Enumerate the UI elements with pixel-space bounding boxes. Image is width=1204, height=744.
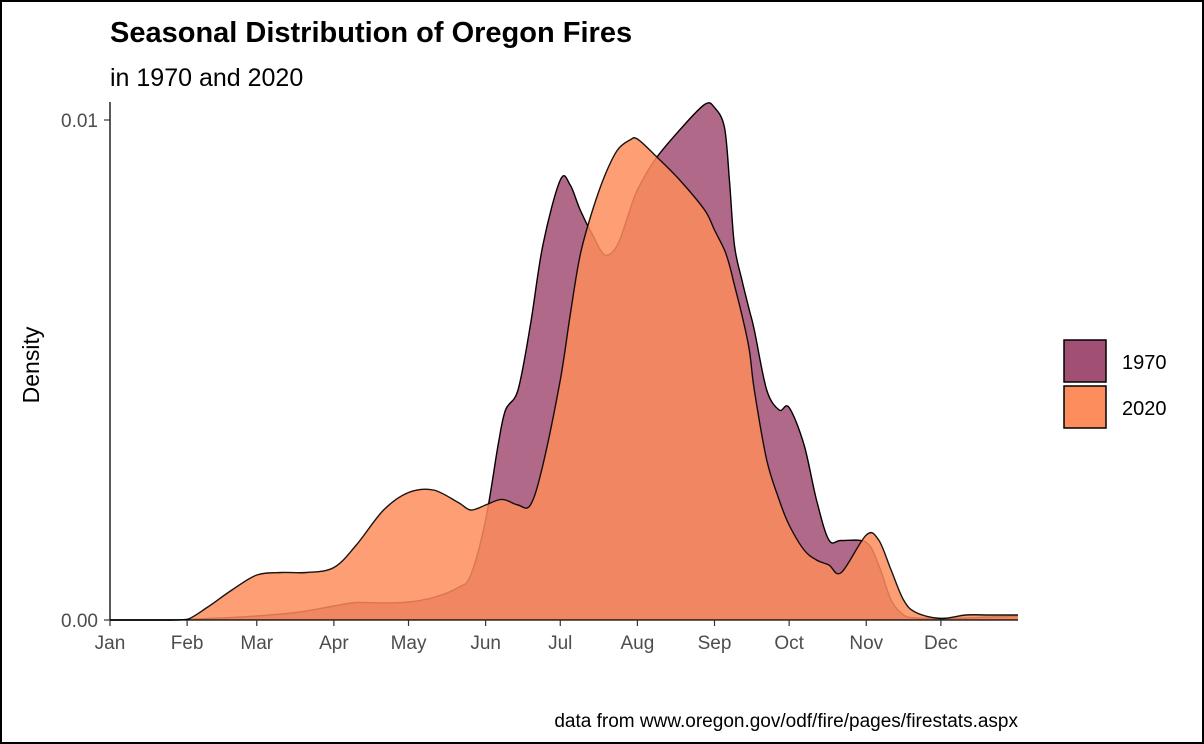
legend: 1970 2020 <box>1063 339 1167 429</box>
y-tick-label: 0.00 <box>61 611 98 632</box>
chart-caption: data from www.oregon.gov/odf/fire/pages/… <box>554 711 1018 732</box>
y-tick-label: 0.01 <box>61 111 98 132</box>
x-tick-label: May <box>391 633 427 654</box>
x-tick-label: Oct <box>774 633 804 654</box>
legend-swatch-2020 <box>1063 385 1107 429</box>
chart-subtitle: in 1970 and 2020 <box>110 64 303 92</box>
x-tick-label: Jun <box>470 633 501 654</box>
legend-swatch-1970 <box>1063 339 1107 383</box>
x-tick-label: Apr <box>319 633 349 654</box>
x-tick-label: Jan <box>95 633 126 654</box>
x-tick-label: Feb <box>171 633 204 654</box>
x-tick-label: Dec <box>924 633 958 654</box>
chart-title: Seasonal Distribution of Oregon Fires <box>110 17 632 49</box>
density-area-2020 <box>110 137 1018 621</box>
y-axis-title: Density <box>18 326 44 403</box>
plot-area <box>110 102 1019 621</box>
density-outline-2020 <box>110 137 1018 621</box>
legend-label-1970: 1970 <box>1122 352 1167 374</box>
x-tick-label: Nov <box>849 633 883 654</box>
legend-label-2020: 2020 <box>1122 398 1167 420</box>
x-axis-ticks: Jan Feb Mar Apr May Jun Jul Aug Sep Oct Nov Dec <box>95 620 958 654</box>
x-tick-label: Aug <box>620 633 654 654</box>
y-axis-ticks: 0.00 0.01 <box>61 111 110 632</box>
x-tick-label: Mar <box>240 633 273 654</box>
x-tick-label: Sep <box>698 633 732 654</box>
x-tick-label: Jul <box>548 633 572 654</box>
